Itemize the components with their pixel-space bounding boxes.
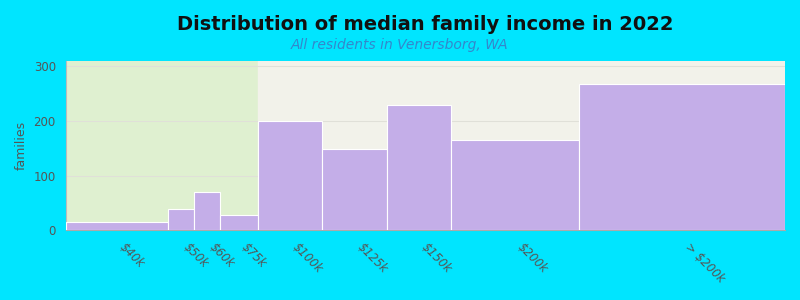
- Bar: [168, 208, 194, 230]
- Bar: [579, 84, 785, 230]
- Bar: [220, 215, 258, 230]
- Bar: [258, 61, 785, 230]
- Bar: [451, 140, 579, 230]
- Bar: [258, 121, 322, 230]
- Y-axis label: families: families: [15, 121, 28, 170]
- Bar: [386, 106, 451, 230]
- Bar: [66, 222, 168, 230]
- Bar: [322, 149, 386, 230]
- Text: All residents in Venersborg, WA: All residents in Venersborg, WA: [291, 38, 509, 52]
- Bar: [66, 61, 258, 230]
- Bar: [194, 192, 220, 230]
- Title: Distribution of median family income in 2022: Distribution of median family income in …: [177, 15, 674, 34]
